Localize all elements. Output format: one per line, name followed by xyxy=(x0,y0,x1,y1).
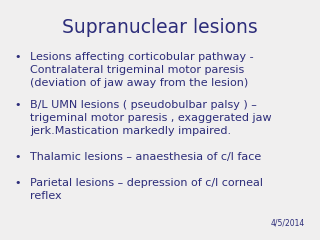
Text: •: • xyxy=(15,52,21,62)
Text: Lesions affecting corticobular pathway -
Contralateral trigeminal motor paresis
: Lesions affecting corticobular pathway -… xyxy=(30,52,254,88)
Text: Thalamic lesions – anaesthesia of c/l face: Thalamic lesions – anaesthesia of c/l fa… xyxy=(30,152,261,162)
Text: 4/5/2014: 4/5/2014 xyxy=(271,219,305,228)
Text: •: • xyxy=(15,178,21,188)
Text: •: • xyxy=(15,100,21,110)
Text: B/L UMN lesions ( pseudobulbar palsy ) –
trigeminal motor paresis , exaggerated : B/L UMN lesions ( pseudobulbar palsy ) –… xyxy=(30,100,272,136)
Text: Parietal lesions – depression of c/l corneal
reflex: Parietal lesions – depression of c/l cor… xyxy=(30,178,263,201)
Text: •: • xyxy=(15,152,21,162)
Text: Supranuclear lesions: Supranuclear lesions xyxy=(62,18,258,37)
